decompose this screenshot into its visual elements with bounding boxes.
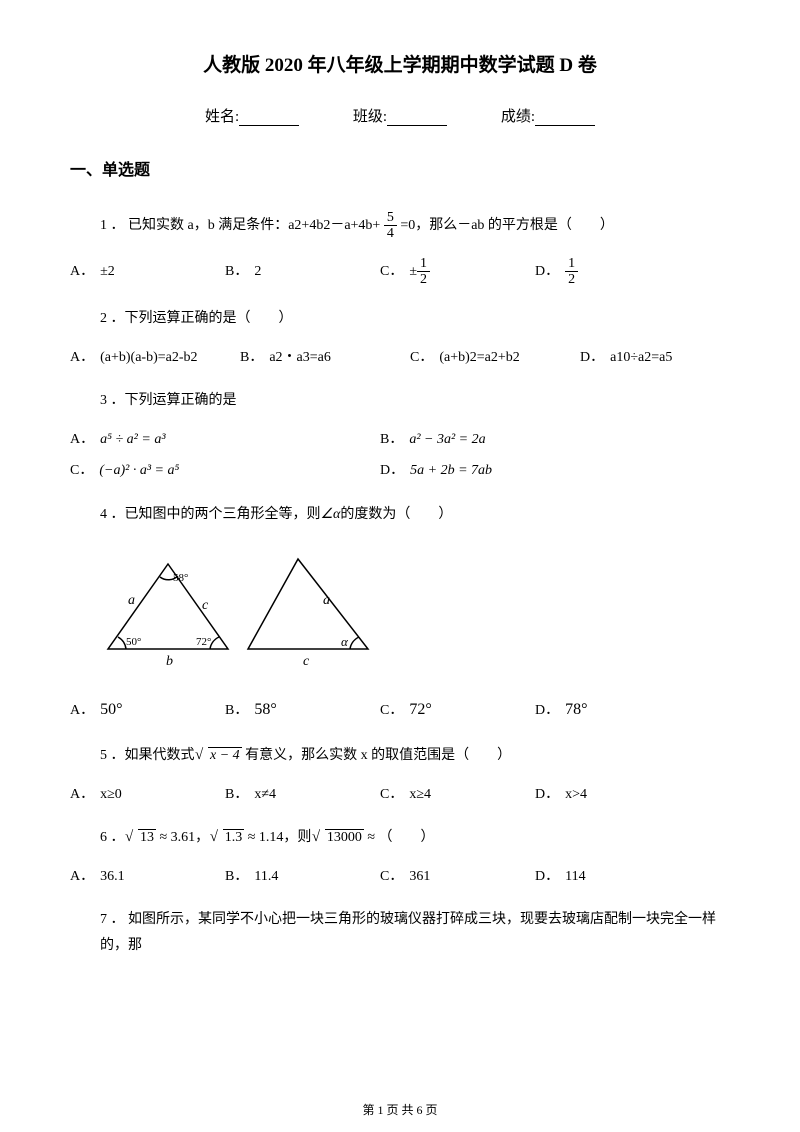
class-blank[interactable] bbox=[387, 112, 447, 126]
q3-choice-b: a² − 3a² = 2a bbox=[409, 427, 485, 452]
q1-pre: 已知实数 a，b 满足条件：a2+4b2－a+4b+ bbox=[128, 218, 380, 233]
label-b: B． bbox=[225, 782, 248, 807]
label-a: A． bbox=[70, 345, 94, 370]
q6-r2: 1.3 bbox=[213, 825, 245, 850]
q2-num: 2 ． bbox=[100, 311, 125, 326]
q4-pre: 已知图中的两个三角形全等，则 bbox=[125, 507, 321, 522]
q2-text: 下列运算正确的是（ ） bbox=[125, 311, 293, 326]
label-d: D． bbox=[535, 259, 559, 284]
q2-choice-a: (a+b)(a-b)=a2-b2 bbox=[100, 345, 197, 370]
q1-num: 1 ． bbox=[100, 218, 125, 233]
q1-choice-d: 12 bbox=[565, 256, 578, 288]
label-c: C． bbox=[380, 259, 403, 284]
question-4: 4 ．已知图中的两个三角形全等，则∠α的度数为（ ） 58° 50° 72° a… bbox=[70, 502, 730, 725]
triangles-figure: 58° 50° 72° a c b a c α bbox=[98, 549, 388, 679]
svg-text:α: α bbox=[341, 634, 349, 649]
q6-choice-c: 361 bbox=[409, 864, 430, 889]
label-b: B． bbox=[225, 698, 248, 723]
q1-post: =0，那么－ab 的平方根是（ ） bbox=[400, 218, 614, 233]
label-a: A． bbox=[70, 782, 94, 807]
question-5: 5 ．如果代数式 x − 4 有意义，那么实数 x 的取值范围是（ ） A．x≥… bbox=[70, 743, 730, 807]
q2-choice-c: (a+b)2=a2+b2 bbox=[439, 345, 519, 370]
q3-choice-c: (−a)² · a³ = a⁵ bbox=[99, 458, 179, 483]
name-blank[interactable] bbox=[239, 112, 299, 126]
q4-post: 的度数为（ ） bbox=[340, 507, 452, 522]
q5-num: 5 ． bbox=[100, 748, 125, 763]
page-footer: 第 1 页 共 6 页 bbox=[70, 1101, 730, 1118]
label-a: A． bbox=[70, 259, 94, 284]
label-b: B． bbox=[380, 427, 403, 452]
q1-choice-b: 2 bbox=[254, 259, 261, 284]
svg-text:a: a bbox=[128, 593, 135, 608]
section-1-header: 一、单选题 bbox=[70, 156, 730, 180]
svg-text:c: c bbox=[202, 598, 209, 613]
q1-choice-a: ±2 bbox=[100, 259, 115, 284]
question-7: 7 ． 如图所示，某同学不小心把一块三角形的玻璃仪器打碎成三块，现要去玻璃店配制… bbox=[70, 907, 730, 957]
student-info-row: 姓名: 班级: 成绩: bbox=[70, 105, 730, 126]
label-d: D． bbox=[535, 864, 559, 889]
question-1: 1 ． 已知实数 a，b 满足条件：a2+4b2－a+4b+ 54 =0，那么－… bbox=[70, 210, 730, 288]
label-d: D． bbox=[580, 345, 604, 370]
q4-choice-a: 50° bbox=[100, 696, 122, 725]
svg-text:58°: 58° bbox=[173, 572, 188, 584]
q1-frac: 54 bbox=[384, 210, 397, 242]
label-a: A． bbox=[70, 427, 94, 452]
class-label: 班级: bbox=[353, 109, 387, 125]
label-b: B． bbox=[225, 259, 248, 284]
q4-choice-c: 72° bbox=[409, 696, 431, 725]
exam-title: 人教版 2020 年八年级上学期期中数学试题 D 卷 bbox=[70, 50, 730, 77]
svg-text:c: c bbox=[303, 654, 310, 669]
label-c: C． bbox=[70, 458, 93, 483]
label-b: B． bbox=[225, 864, 248, 889]
score-label: 成绩: bbox=[501, 109, 535, 125]
q5-pre: 如果代数式 bbox=[125, 748, 195, 763]
q3-text: 下列运算正确的是 bbox=[125, 393, 237, 408]
q7-num: 7 ． bbox=[100, 912, 125, 927]
q6-choice-d: 114 bbox=[565, 864, 585, 889]
q5-post: 有意义，那么实数 x 的取值范围是（ ） bbox=[245, 748, 511, 763]
label-d: D． bbox=[380, 458, 404, 483]
q4-angle: ∠α bbox=[321, 507, 341, 522]
q2-choice-d: a10÷a2=a5 bbox=[610, 345, 672, 370]
label-a: A． bbox=[70, 698, 94, 723]
q3-choice-d: 5a + 2b = 7ab bbox=[410, 458, 492, 483]
svg-text:50°: 50° bbox=[126, 636, 141, 648]
question-3: 3 ．下列运算正确的是 A．a⁵ ÷ a² = a³ B．a² − 3a² = … bbox=[70, 388, 730, 484]
svg-text:72°: 72° bbox=[196, 636, 211, 648]
q5-choice-a: x≥0 bbox=[100, 782, 122, 807]
q6-r3: 13000 bbox=[315, 825, 364, 850]
q7-text: 如图所示，某同学不小心把一块三角形的玻璃仪器打碎成三块，现要去玻璃店配制一块完全… bbox=[100, 912, 716, 952]
q5-root: x − 4 bbox=[198, 743, 242, 768]
q5-choice-c: x≥4 bbox=[409, 782, 431, 807]
label-c: C． bbox=[410, 345, 433, 370]
q6-r1: 13 bbox=[128, 825, 156, 850]
label-c: C． bbox=[380, 864, 403, 889]
q6-choice-a: 36.1 bbox=[100, 864, 125, 889]
q5-choice-d: x>4 bbox=[565, 782, 587, 807]
q3-num: 3 ． bbox=[100, 393, 125, 408]
q3-choice-a: a⁵ ÷ a² = a³ bbox=[100, 427, 165, 452]
score-blank[interactable] bbox=[535, 112, 595, 126]
label-d: D． bbox=[535, 782, 559, 807]
svg-text:a: a bbox=[323, 593, 330, 608]
label-d: D． bbox=[535, 698, 559, 723]
label-a: A． bbox=[70, 864, 94, 889]
q2-choice-b: a2・a3=a6 bbox=[269, 345, 331, 370]
q6-choice-b: 11.4 bbox=[254, 864, 278, 889]
label-b: B． bbox=[240, 345, 263, 370]
svg-text:b: b bbox=[166, 654, 173, 669]
q6-num: 6 ． bbox=[100, 830, 125, 845]
q1-choice-c: ±12 bbox=[409, 256, 430, 288]
q4-choice-d: 78° bbox=[565, 696, 587, 725]
name-label: 姓名: bbox=[205, 109, 239, 125]
q4-choice-b: 58° bbox=[254, 696, 276, 725]
label-c: C． bbox=[380, 698, 403, 723]
q5-choice-b: x≠4 bbox=[254, 782, 276, 807]
question-6: 6 ． 13 ≈ 3.61， 1.3 ≈ 1.14，则 13000 ≈ （ ） … bbox=[70, 825, 730, 889]
label-c: C． bbox=[380, 782, 403, 807]
q4-num: 4 ． bbox=[100, 507, 125, 522]
question-2: 2 ．下列运算正确的是（ ） A．(a+b)(a-b)=a2-b2 B．a2・a… bbox=[70, 306, 730, 370]
